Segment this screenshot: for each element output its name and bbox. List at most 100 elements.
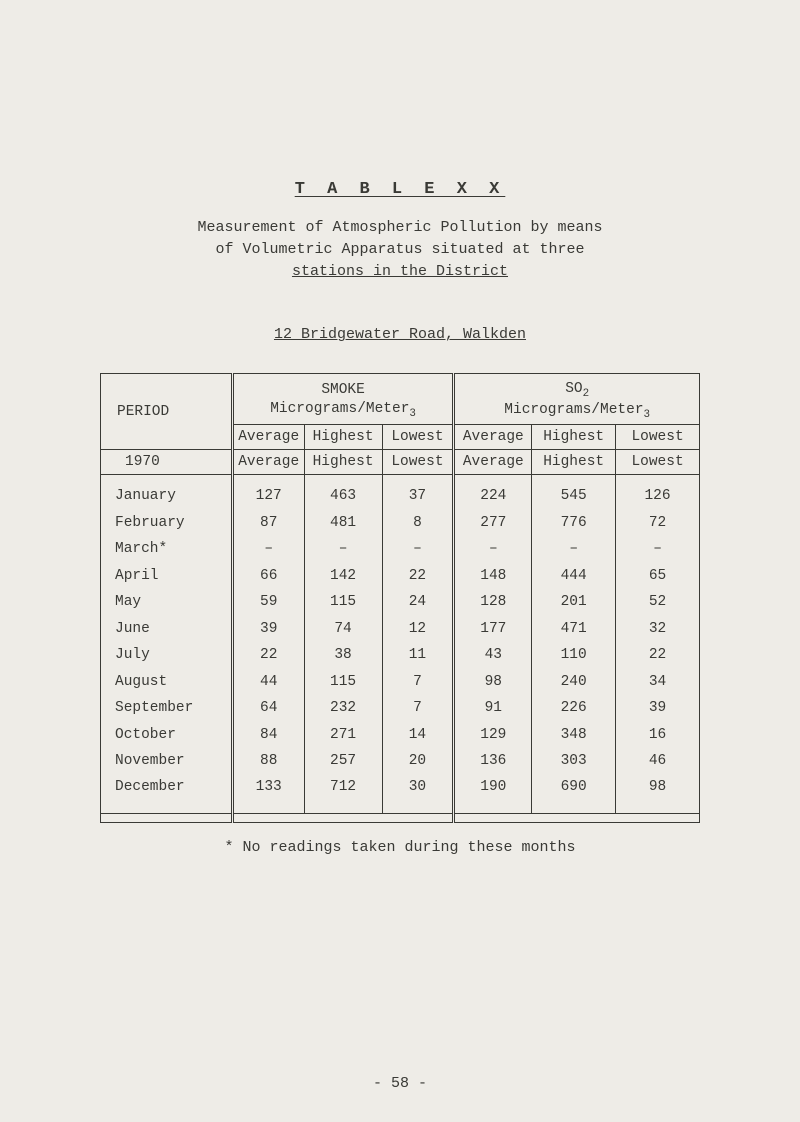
page-number: - 58 - [0,1075,800,1092]
month-cell: September [101,695,233,721]
so2-low: 22 [616,642,700,668]
subtitle-line-3: stations in the District [292,263,508,280]
title-block: T A B L E X X [0,180,800,199]
so2-title-pre: SO [565,381,582,397]
so2-low: 46 [616,748,700,774]
smoke-high: 232 [304,695,382,721]
table-row: May591152412820152 [101,589,700,615]
so2-low: 16 [616,722,700,748]
so2-low: 32 [616,616,700,642]
smoke-high: 481 [304,510,382,536]
year-avg-so2: Average [454,450,532,475]
so2-high: 348 [532,722,616,748]
table-row: April661422214844465 [101,563,700,589]
smoke-avg: 39 [232,616,304,642]
smoke-low: 24 [382,589,454,615]
col-highest-smoke: Highest [304,425,382,450]
smoke-high: 142 [304,563,382,589]
so2-high: 201 [532,589,616,615]
so2-avg: 136 [454,748,532,774]
so2-high: 240 [532,669,616,695]
so2-avg: 43 [454,642,532,668]
so2-low: 39 [616,695,700,721]
so2-avg: 98 [454,669,532,695]
data-table-wrap: PERIOD SMOKE Micrograms/Meter3 SO2 Micro… [100,373,700,823]
so2-low: 98 [616,774,700,813]
so2-avg: 129 [454,722,532,748]
year-low-smoke: Lowest [382,450,454,475]
col-lowest-so2: Lowest [616,425,700,450]
so2-high: 545 [532,475,616,510]
table-row: November882572013630346 [101,748,700,774]
smoke-avg: – [232,536,304,562]
smoke-low: 12 [382,616,454,642]
so2-high: 226 [532,695,616,721]
smoke-avg: 127 [232,475,304,510]
so2-low: 72 [616,510,700,536]
year-row: 1970 Average Highest Lowest Average High… [101,450,700,475]
so2-low: – [616,536,700,562]
smoke-low: 8 [382,510,454,536]
so2-high: 690 [532,774,616,813]
col-highest-so2: Highest [532,425,616,450]
col-average-smoke: Average [232,425,304,450]
smoke-title: SMOKE [321,382,365,398]
month-cell: June [101,616,233,642]
table-row: July2238114311022 [101,642,700,668]
month-cell: August [101,669,233,695]
data-rows: January12746337224545126February87481827… [101,475,700,814]
smoke-avg: 44 [232,669,304,695]
period-header: PERIOD [101,374,233,450]
month-cell: January [101,475,233,510]
smoke-avg: 87 [232,510,304,536]
so2-avg: 277 [454,510,532,536]
year-low-so2: Lowest [616,450,700,475]
month-cell: July [101,642,233,668]
table-row: December1337123019069098 [101,774,700,813]
smoke-high: 115 [304,669,382,695]
smoke-low: 14 [382,722,454,748]
closing-row [101,813,700,822]
month-cell: March* [101,536,233,562]
table-title: T A B L E X X [295,180,506,199]
smoke-high: 712 [304,774,382,813]
so2-avg: 224 [454,475,532,510]
col-average-so2: Average [454,425,532,450]
month-cell: May [101,589,233,615]
month-cell: October [101,722,233,748]
smoke-header: SMOKE Micrograms/Meter3 [232,374,454,425]
month-cell: April [101,563,233,589]
so2-high: 110 [532,642,616,668]
so2-high: – [532,536,616,562]
so2-title-sub: 2 [583,388,590,400]
so2-avg: 148 [454,563,532,589]
so2-low: 65 [616,563,700,589]
table-row: June39741217747132 [101,616,700,642]
smoke-low: 30 [382,774,454,813]
subtitle: Measurement of Atmospheric Pollution by … [0,217,800,282]
smoke-avg: 133 [232,774,304,813]
smoke-low: 11 [382,642,454,668]
so2-avg: 128 [454,589,532,615]
table-row: January12746337224545126 [101,475,700,510]
smoke-high: 115 [304,589,382,615]
smoke-units: Micrograms/Meter [270,401,409,417]
page: T A B L E X X Measurement of Atmospheric… [0,0,800,1122]
year-high-smoke: Highest [304,450,382,475]
smoke-avg: 66 [232,563,304,589]
smoke-avg: 59 [232,589,304,615]
location-heading: 12 Bridgewater Road, Walkden [0,326,800,343]
subtitle-line-2: of Volumetric Apparatus situated at thre… [215,241,584,258]
so2-sub: 3 [644,409,651,421]
data-table: PERIOD SMOKE Micrograms/Meter3 SO2 Micro… [100,373,700,823]
smoke-high: 38 [304,642,382,668]
year-high-so2: Highest [532,450,616,475]
table-row: September6423279122639 [101,695,700,721]
smoke-sub: 3 [409,408,416,420]
so2-units: Micrograms/Meter [504,402,643,418]
smoke-low: 7 [382,695,454,721]
smoke-low: 7 [382,669,454,695]
so2-low: 34 [616,669,700,695]
table-row: October842711412934816 [101,722,700,748]
month-cell: December [101,774,233,813]
